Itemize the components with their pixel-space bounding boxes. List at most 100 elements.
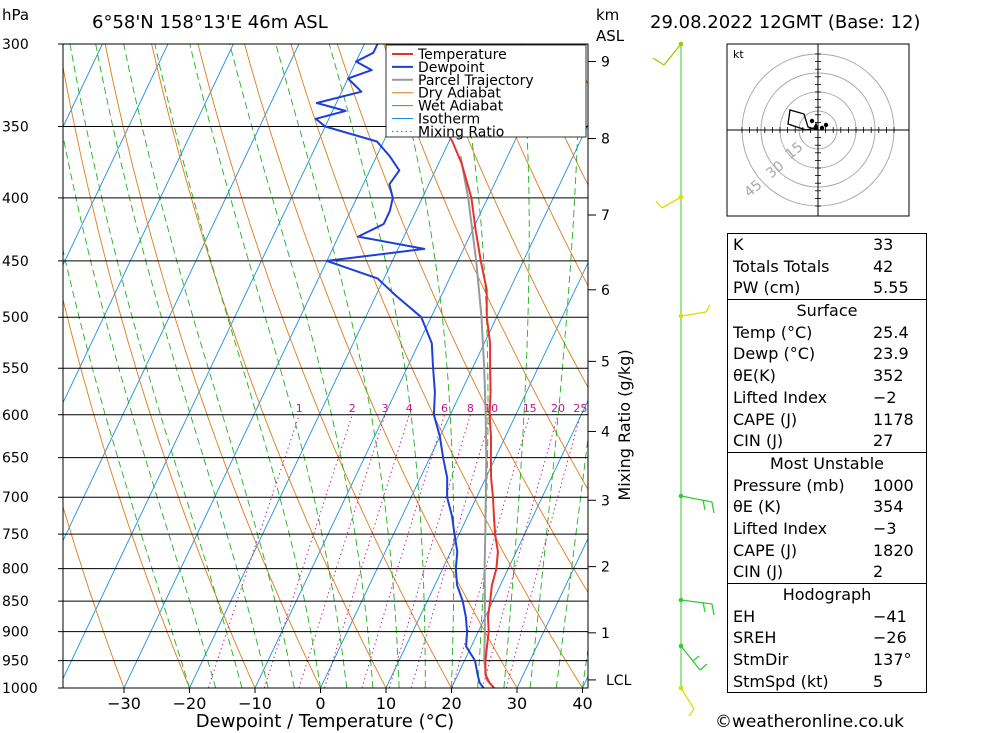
left-unit-label: hPa — [2, 6, 29, 24]
index-row: Pressure (mb) 1000 — [728, 475, 926, 497]
wind-barb-dot — [678, 313, 684, 319]
index-key: CAPE (J) — [733, 540, 798, 560]
axes: 1 2 3 4 6 8 10 15 20 25 −30 −20 −10 0 10 20 30 40 1 2 3 4 5 6 7 8… — [107, 55, 631, 713]
index-key: EH — [733, 606, 756, 626]
wind-barb — [655, 196, 682, 209]
wet-adiabat-line — [123, 44, 295, 688]
hodograph-point — [819, 125, 825, 131]
wind-barb-dot — [678, 41, 684, 47]
general-indices: K 33 Totals Totals 42 PW (cm) 5.55 — [727, 233, 927, 300]
wind-barb-dot — [678, 685, 684, 691]
index-value: −41 — [873, 606, 907, 626]
index-value: 42 — [873, 256, 894, 276]
index-key: K — [733, 235, 744, 254]
wind-barb — [680, 645, 708, 671]
wind-barb-dot — [678, 597, 684, 603]
index-row: StmSpd (kt) 5 — [728, 671, 926, 693]
pressure-tick-label: 1000 — [2, 681, 38, 697]
copyright-text: ©weatheronline.co.uk — [715, 712, 904, 732]
wet-adiabat-line — [69, 44, 243, 688]
lcl-label: LCL — [606, 673, 632, 689]
index-row: Temp (°C) 25.4 — [728, 322, 926, 344]
pressure-tick-label: 300 — [2, 37, 29, 53]
datetime-title: 29.08.2022 12GMT (Base: 12) — [650, 12, 920, 33]
km-tick-label: 4 — [601, 424, 610, 440]
legend-entry: Dewpoint — [418, 60, 485, 76]
index-key: CAPE (J) — [733, 409, 798, 429]
wet-adiabat-line — [275, 44, 400, 688]
index-key: PW (cm) — [733, 278, 801, 298]
mixing-ratio-line — [361, 414, 445, 688]
dry-adiabat-line — [197, 44, 452, 688]
index-key: Lifted Index — [733, 387, 828, 407]
mixing-ratio-line — [451, 414, 531, 688]
index-row: CAPE (J) 1820 — [728, 540, 926, 562]
wind-barb — [680, 304, 711, 317]
wet-adiabat-line — [389, 44, 455, 688]
wet-adiabat-line — [455, 44, 489, 688]
surface-indices: Surface Temp (°C) 25.4 Dewp (°C) 23.9 θE(K… — [727, 299, 927, 452]
index-value: 1000 — [873, 475, 914, 495]
wind-barb — [652, 43, 682, 66]
hodograph-unit-label: kt — [733, 48, 744, 61]
index-key: Temp (°C) — [733, 322, 813, 342]
parcel-trajectory-line — [459, 156, 495, 688]
hodograph-point — [813, 124, 819, 130]
wind-barb — [680, 687, 695, 717]
pressure-tick-label: 800 — [2, 562, 29, 578]
index-row: CAPE (J) 1178 — [728, 409, 926, 431]
indices-table: K 33 Totals Totals 42 PW (cm) 5.55 Surface … — [727, 233, 927, 694]
pressure-tick-label: 850 — [2, 594, 29, 610]
x-tick-label: 20 — [441, 694, 461, 713]
wet-adiabat-line — [63, 133, 217, 688]
dry-adiabat-line — [975, 26, 1000, 688]
isotherm-line — [189, 44, 496, 688]
index-value: 27 — [873, 431, 894, 451]
index-row: Totals Totals 42 — [728, 256, 926, 278]
mixing-ratio-label: 8 — [467, 402, 474, 415]
x-axis-label: Dewpoint / Temperature (°C) — [196, 711, 454, 732]
index-value: 1178 — [873, 409, 914, 429]
pressure-tick-label: 350 — [2, 119, 29, 135]
km-unit-label: km — [596, 6, 619, 24]
km-tick-label: 7 — [601, 208, 610, 224]
x-tick-label: −20 — [173, 694, 207, 713]
index-value: 1820 — [873, 540, 914, 560]
km-tick-label: 1 — [601, 626, 610, 642]
x-tick-label: 0 — [315, 694, 325, 713]
mixing-ratio-label: 2 — [349, 402, 356, 415]
mixing-ratio-line — [263, 414, 353, 688]
dewpoint-line — [314, 44, 485, 688]
mixing-ratio-label: 6 — [441, 402, 448, 415]
km-tick-label: 6 — [601, 283, 610, 299]
mixing-ratio-label: 10 — [484, 402, 498, 415]
plot-frame — [62, 43, 589, 689]
x-tick-label: 40 — [572, 694, 592, 713]
km-tick-label: 2 — [601, 560, 610, 576]
wind-barbs — [652, 41, 715, 717]
dry-adiabat-line — [429, 44, 588, 389]
dry-adiabat-line — [63, 297, 190, 688]
wet-adiabat-line — [63, 248, 190, 688]
asl-unit-label: ASL — [596, 27, 625, 45]
x-tick-label: 30 — [507, 694, 527, 713]
wind-barb — [680, 495, 715, 514]
index-value: −3 — [873, 518, 897, 538]
mixing-ratio-label: 3 — [382, 402, 389, 415]
legend-entry: Isotherm — [418, 112, 480, 128]
mixing-ratio-axis-label: Mixing Ratio (g/kg) — [615, 349, 634, 500]
index-key: Dewp (°C) — [733, 344, 816, 364]
index-row: θE (K) 354 — [728, 496, 926, 518]
index-key: SREH — [733, 628, 777, 648]
index-value: −26 — [873, 628, 907, 648]
pressure-tick-label: 750 — [2, 527, 29, 543]
index-key: Lifted Index — [733, 518, 828, 538]
hodograph-point — [809, 118, 815, 124]
dry-adiabat-line — [383, 44, 588, 491]
dry-adiabat-line — [104, 44, 321, 688]
index-key: θE (K) — [733, 497, 781, 517]
index-row: θE(K) 352 — [728, 365, 926, 387]
mixing-ratio-label: 4 — [406, 402, 413, 415]
